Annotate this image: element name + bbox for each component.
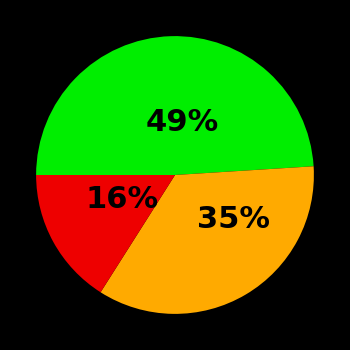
Wedge shape	[36, 175, 175, 292]
Wedge shape	[100, 166, 314, 314]
Text: 49%: 49%	[145, 108, 218, 137]
Text: 16%: 16%	[86, 186, 159, 215]
Text: 35%: 35%	[197, 205, 270, 234]
Wedge shape	[36, 36, 314, 175]
